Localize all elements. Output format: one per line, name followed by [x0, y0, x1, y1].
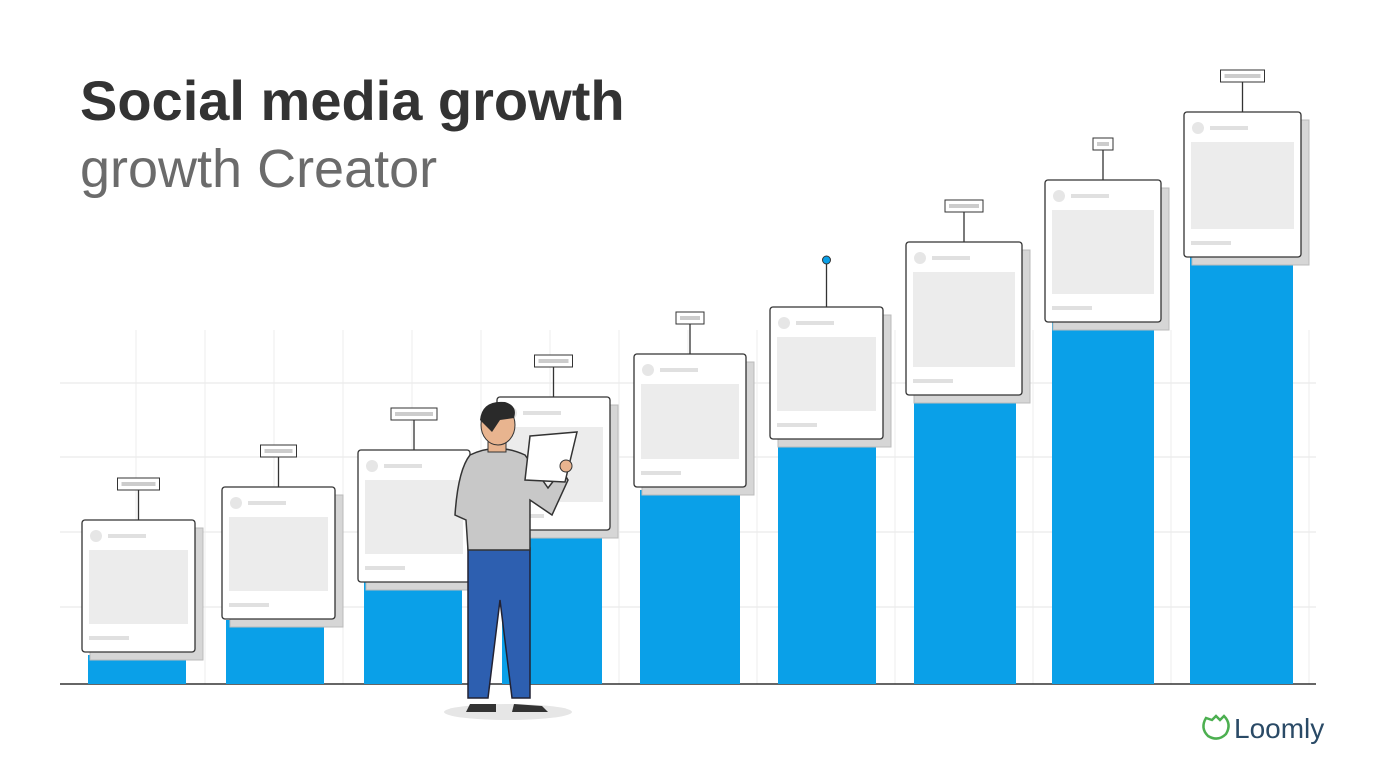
avatar: [366, 460, 378, 472]
line-placeholder: [365, 566, 405, 570]
line-placeholder: [777, 423, 817, 427]
brand-name: Loomly: [1234, 713, 1324, 744]
line-placeholder: [932, 256, 970, 260]
bar: [640, 490, 740, 684]
post-card: [1183, 69, 1310, 266]
tag-fill: [538, 359, 569, 363]
avatar: [1053, 190, 1065, 202]
line-placeholder: [108, 534, 146, 538]
line-placeholder: [1191, 241, 1231, 245]
post-card: [633, 311, 755, 496]
line-placeholder: [796, 321, 834, 325]
image-placeholder: [365, 480, 463, 554]
bar: [778, 440, 876, 684]
line-placeholder: [523, 411, 561, 415]
line-placeholder: [641, 471, 681, 475]
tag-fill: [1224, 74, 1261, 78]
avatar: [778, 317, 790, 329]
tag-fill: [121, 482, 156, 486]
post-card: [905, 199, 1031, 404]
person: [444, 401, 578, 720]
bar: [1052, 320, 1154, 684]
line-placeholder: [229, 603, 269, 607]
post-card: [221, 444, 344, 628]
pin: [822, 255, 831, 265]
title: Social media growth: [80, 69, 625, 132]
avatar: [230, 497, 242, 509]
post-card: [1044, 137, 1170, 331]
bar: [364, 580, 462, 684]
bar: [226, 620, 324, 684]
avatar: [1192, 122, 1204, 134]
post-card: [81, 477, 204, 661]
line-placeholder: [384, 464, 422, 468]
subtitle: growth Creator: [80, 139, 437, 199]
image-placeholder: [229, 517, 328, 591]
line-placeholder: [89, 636, 129, 640]
post-card: [769, 255, 892, 448]
logo: Loomly: [1202, 713, 1324, 744]
line-placeholder: [913, 379, 953, 383]
line-placeholder: [1210, 126, 1248, 130]
image-placeholder: [1191, 142, 1294, 229]
avatar: [90, 530, 102, 542]
image-placeholder: [641, 384, 739, 459]
image-placeholder: [913, 272, 1015, 367]
line-placeholder: [248, 501, 286, 505]
bar: [914, 400, 1016, 684]
image-placeholder: [777, 337, 876, 411]
tag-fill: [680, 316, 700, 320]
line-placeholder: [1052, 306, 1092, 310]
tag-fill: [949, 204, 979, 208]
tag-fill: [264, 449, 293, 453]
line-placeholder: [660, 368, 698, 372]
avatar: [914, 252, 926, 264]
line-placeholder: [1071, 194, 1109, 198]
bar: [1190, 255, 1293, 684]
image-placeholder: [89, 550, 188, 624]
avatar: [642, 364, 654, 376]
tag-fill: [395, 412, 433, 416]
image-placeholder: [1052, 210, 1154, 294]
tag-fill: [1097, 142, 1109, 146]
